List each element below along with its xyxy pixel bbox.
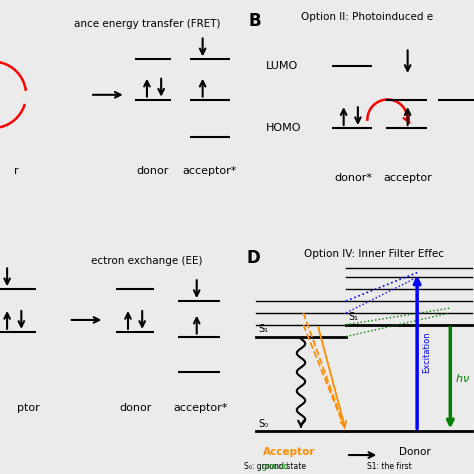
Text: acceptor*: acceptor*: [182, 165, 237, 176]
Text: donor*: donor*: [334, 173, 372, 183]
Text: donor: donor: [137, 165, 169, 176]
Text: Acceptor: Acceptor: [263, 447, 315, 457]
Text: Donor: Donor: [399, 447, 430, 457]
Text: D: D: [246, 249, 260, 267]
Text: ptor: ptor: [17, 402, 39, 413]
Text: $h\nu$: $h\nu$: [455, 372, 470, 384]
Text: Excitation: Excitation: [422, 331, 431, 373]
Text: donor: donor: [119, 402, 151, 413]
Text: Option IV: Inner Filter Effec: Option IV: Inner Filter Effec: [304, 249, 445, 259]
Text: S1: the first: S1: the first: [367, 462, 412, 471]
Text: ground: ground: [262, 462, 289, 471]
Text: r: r: [14, 165, 19, 176]
Text: ectron exchange (EE): ectron exchange (EE): [91, 256, 203, 266]
Text: B: B: [249, 12, 262, 30]
Text: ance energy transfer (FRET): ance energy transfer (FRET): [73, 19, 220, 29]
Text: LUMO: LUMO: [265, 61, 298, 72]
Text: HOMO: HOMO: [265, 123, 301, 133]
Text: S₁: S₁: [258, 324, 268, 334]
Text: Option II: Photoinduced e: Option II: Photoinduced e: [301, 12, 433, 22]
Text: S₀: ground state: S₀: ground state: [244, 462, 306, 471]
Text: S₀: S₀: [258, 419, 268, 428]
Text: acceptor*: acceptor*: [173, 402, 228, 413]
Text: S₁: S₁: [348, 312, 358, 322]
Text: acceptor: acceptor: [383, 173, 432, 183]
